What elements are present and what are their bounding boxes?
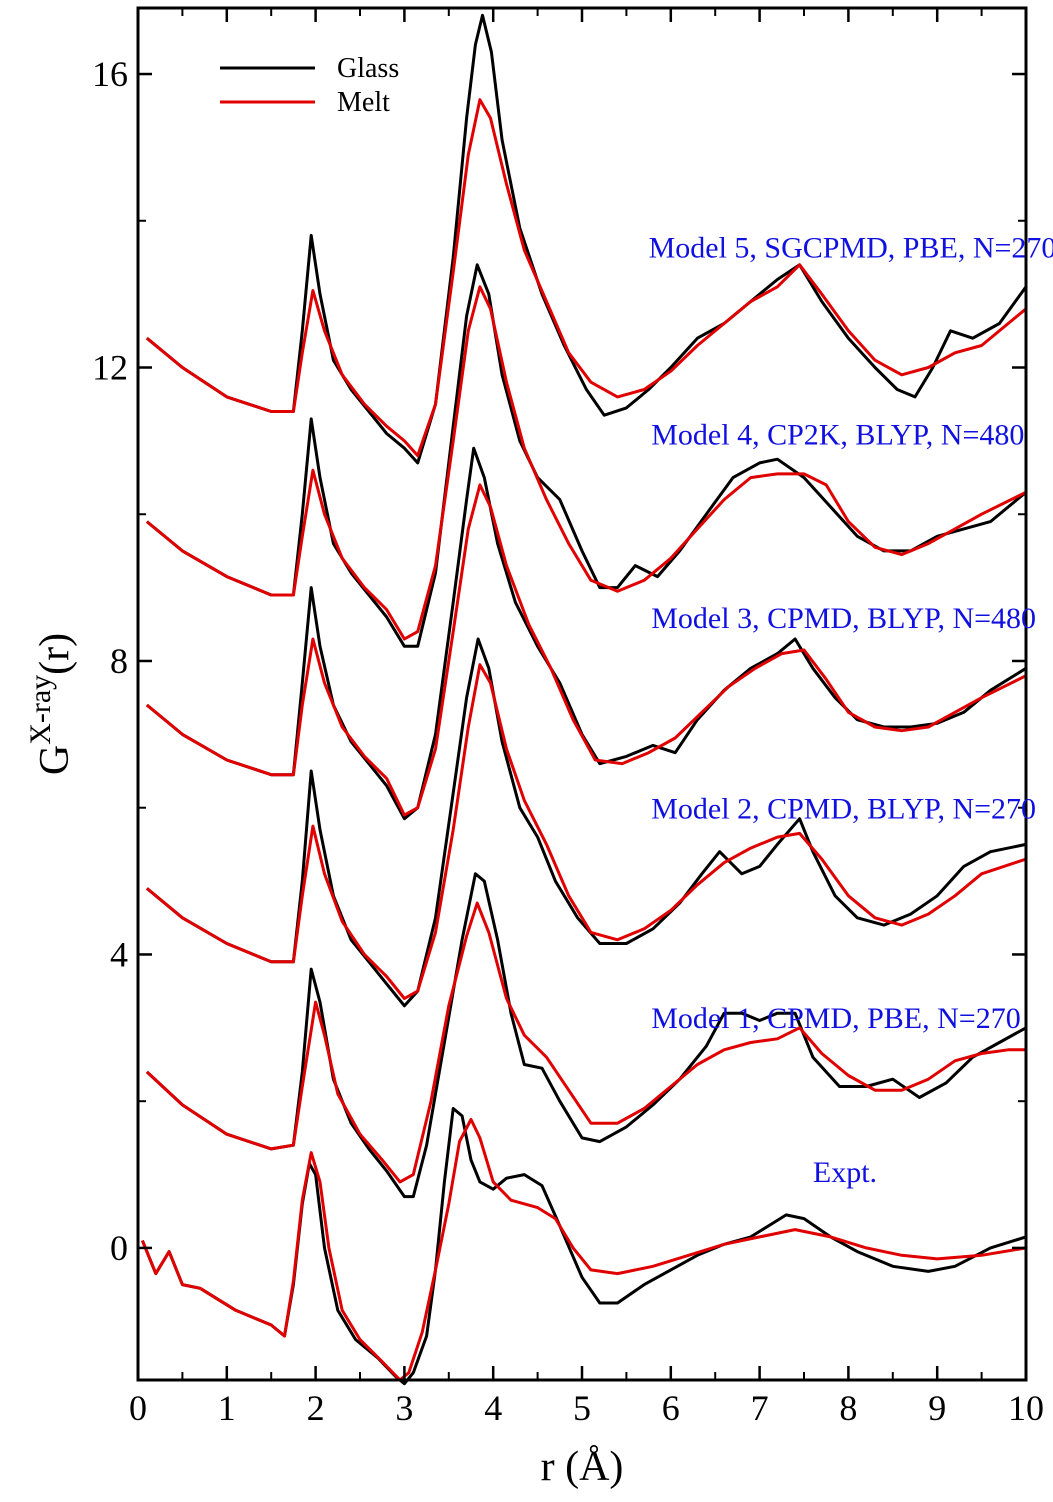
x-tick-label: 3 (395, 1388, 413, 1428)
y-tick-label: 12 (92, 348, 128, 388)
y-tick-label: 4 (110, 934, 128, 974)
curve-annotation: Expt. (813, 1156, 877, 1189)
y-tick-label: 8 (110, 641, 128, 681)
legend-label-melt: Melt (337, 87, 390, 118)
x-axis-title: r (Å) (541, 1444, 624, 1490)
y-axis-title-suffix: (r) (32, 633, 78, 675)
glass-line-model-5-sgcpmd-pbe-n-270 (145, 13, 1028, 465)
x-tick-label: 10 (1008, 1388, 1044, 1428)
y-axis-title-text: GX-ray(r) (24, 633, 78, 775)
x-tick-label: 5 (573, 1388, 591, 1428)
curve-annotation: Model 1, CPMD, PBE, N=270 (651, 1002, 1020, 1035)
y-axis-title: GX-ray(r) (24, 633, 78, 775)
melt-line-model-4-cp2k-blyp-n-480 (145, 285, 1027, 641)
ticks-layer (136, 8, 1028, 1380)
curve-annotation: Model 2, CPMD, BLYP, N=270 (651, 793, 1036, 826)
melt-line-model-3-cpmd-blyp-n-480 (145, 483, 1027, 817)
y-axis-title-base: G (32, 745, 78, 775)
melt-line-expt (141, 1118, 1027, 1382)
x-tick-label: 0 (129, 1388, 147, 1428)
annotations: Model 5, SGCPMD, PBE, N=270 Model 4, CP2K… (649, 231, 1053, 1188)
melt-line-model-1-cpmd-pbe-n-270 (145, 901, 1026, 1184)
x-tick-label: 2 (307, 1388, 325, 1428)
y-tick-label: 0 (110, 1228, 128, 1268)
glass-line-model-1-cpmd-pbe-n-270 (145, 872, 1027, 1199)
legend-label-glass: Glass (337, 53, 399, 84)
curve-annotation: Model 4, CP2K, BLYP, N=480 (651, 419, 1024, 452)
x-tick-label: 1 (218, 1388, 236, 1428)
plot-frame (136, 6, 1028, 1382)
y-tick-label: 16 (92, 54, 128, 94)
curve-annotation: Model 3, CPMD, BLYP, N=480 (651, 602, 1036, 635)
x-tick-label: 7 (751, 1388, 769, 1428)
curves-layer (141, 13, 1028, 1386)
glass-line-model-3-cpmd-blyp-n-480 (145, 446, 1027, 821)
glass-line-model-2-cpmd-blyp-n-270 (145, 637, 1027, 1008)
x-tick-label: 8 (839, 1388, 857, 1428)
glass-line-model-4-cp2k-blyp-n-480 (145, 263, 1027, 648)
melt-line-model-2-cpmd-blyp-n-270 (145, 663, 1027, 1000)
x-tick-label: 9 (928, 1388, 946, 1428)
melt-line-model-5-sgcpmd-pbe-n-270 (145, 98, 1027, 458)
y-axis-title-superscript: X-ray (24, 675, 57, 745)
curve-annotation: Model 5, SGCPMD, PBE, N=270 (649, 231, 1053, 264)
x-tick-label: 6 (662, 1388, 680, 1428)
x-tick-label: 4 (484, 1388, 502, 1428)
